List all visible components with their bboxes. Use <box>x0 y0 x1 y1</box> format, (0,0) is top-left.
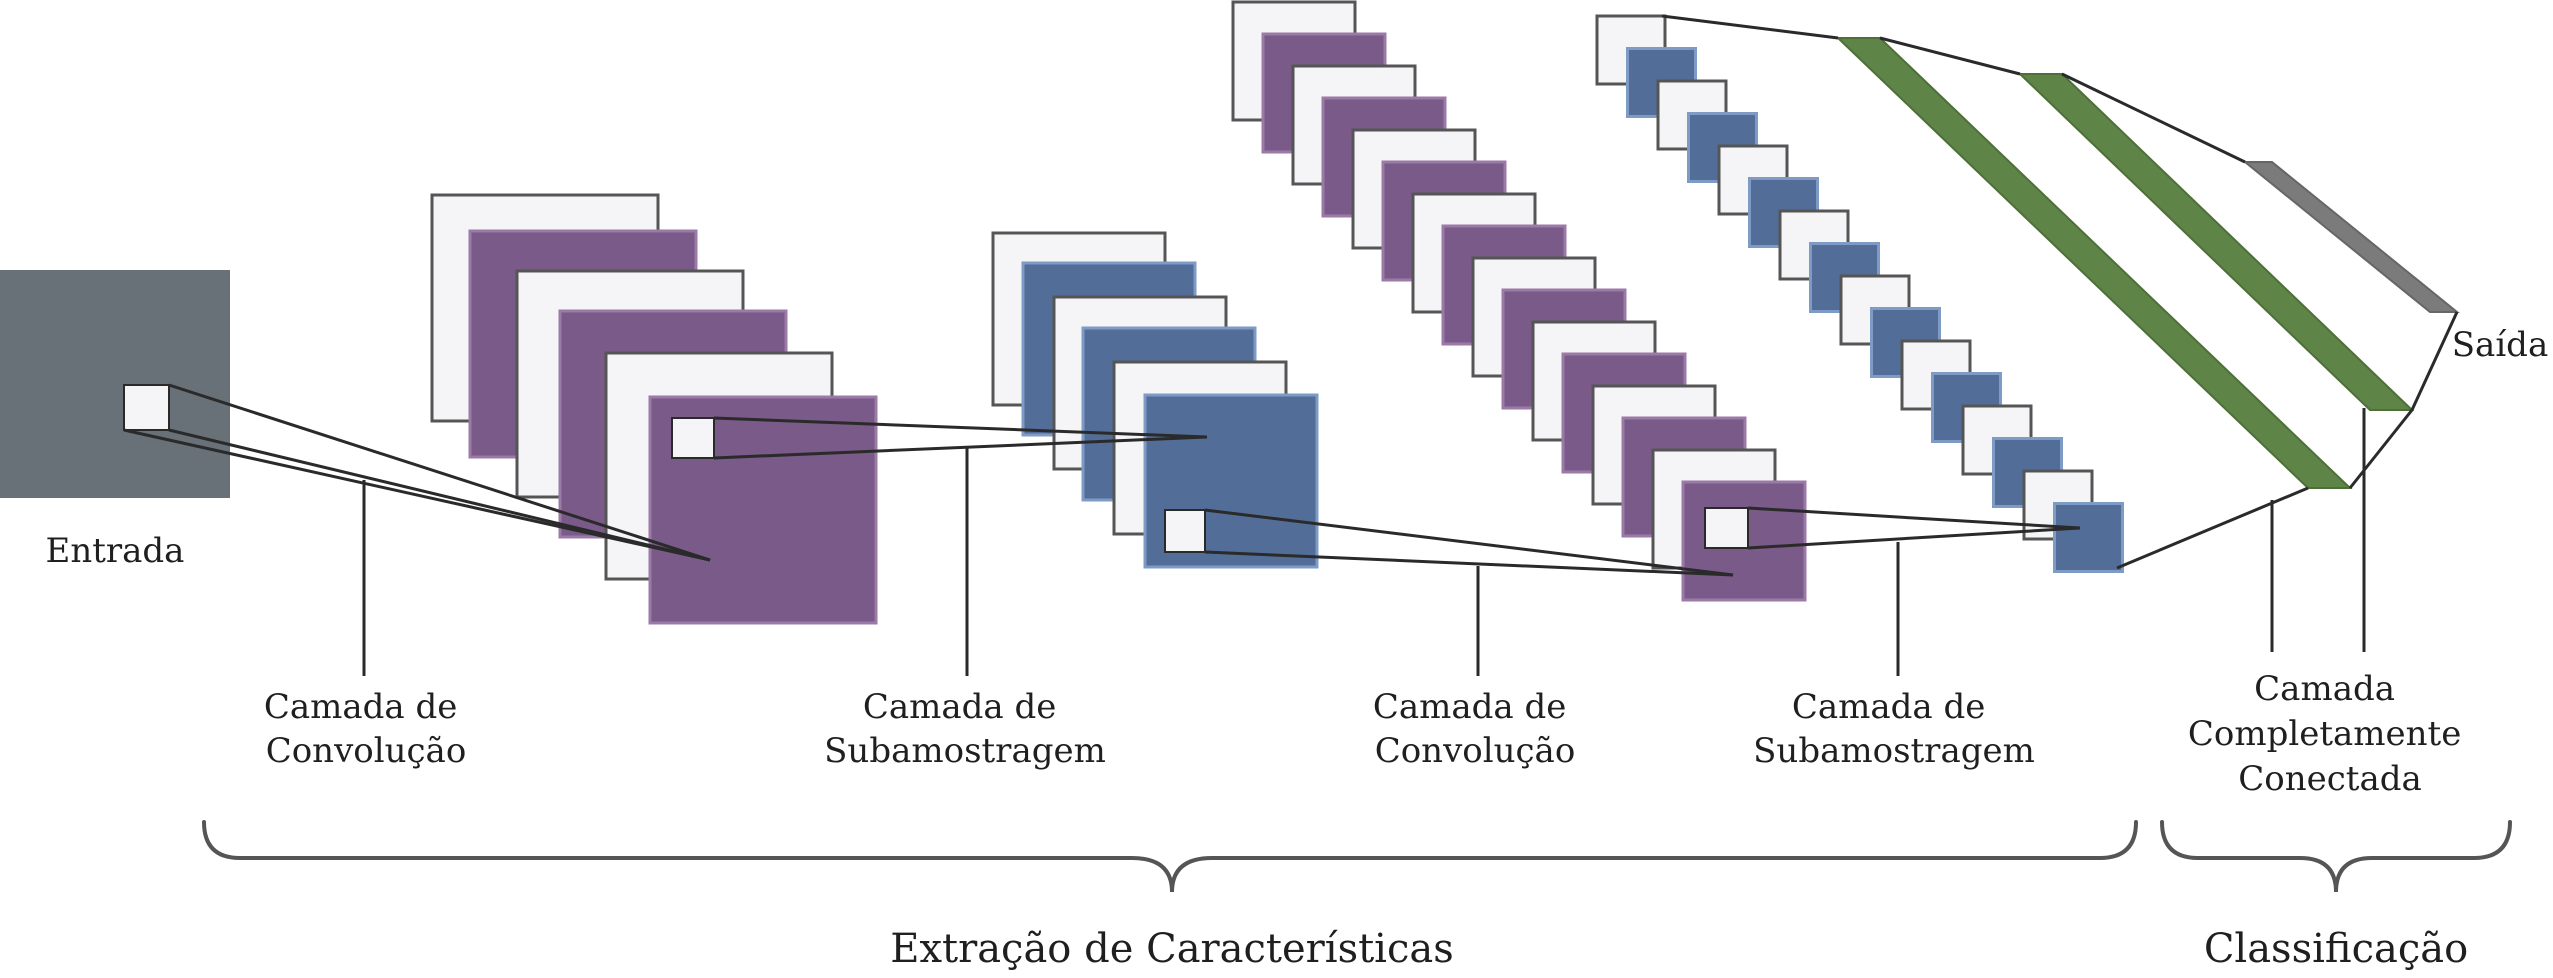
pool2-label-line2: Subamostragem <box>1753 731 2035 771</box>
conv1-label-line2: Convolução <box>266 731 467 771</box>
conv1-label: Camada de Convolução <box>264 687 468 771</box>
conv2-receptive-window <box>1704 507 1749 549</box>
pool2-label: Camada de Subamostragem <box>1753 687 2035 771</box>
input-image <box>0 270 230 498</box>
conv1-feature-maps <box>430 193 878 625</box>
conv2-label-line2: Convolução <box>1375 731 1576 771</box>
conv2-label: Camada de Convolução <box>1373 687 1577 771</box>
pool2-label-line1: Camada de <box>1792 687 1986 727</box>
receptive-field-lines <box>123 14 2459 577</box>
output-label: Saída <box>2452 325 2548 365</box>
pool2-feature-maps <box>1595 14 2124 573</box>
leader-lines <box>362 408 2366 676</box>
feature-extraction-brace <box>202 820 2138 893</box>
fc-label-line2: Completamente <box>2188 714 2461 754</box>
conv2-label-line1: Camada de <box>1373 687 1567 727</box>
fc-label: Camada Completamente Conectada <box>2188 669 2472 799</box>
classification-brace <box>2160 820 2512 893</box>
pool2-map-filled <box>2053 502 2124 573</box>
feature-extraction-label: Extração de Características <box>890 926 1454 972</box>
fc-label-line3: Conectada <box>2238 759 2422 799</box>
fc-label-line1: Camada <box>2254 669 2395 709</box>
pool1-feature-maps <box>991 231 1319 569</box>
input-label: Entrada <box>46 531 185 571</box>
pool1-label: Camada de Subamostragem <box>824 687 1106 771</box>
pool1-label-line1: Camada de <box>863 687 1057 727</box>
classification-label: Classificação <box>2204 926 2468 972</box>
conv1-label-line1: Camada de <box>264 687 458 727</box>
pool1-label-line2: Subamostragem <box>824 731 1106 771</box>
